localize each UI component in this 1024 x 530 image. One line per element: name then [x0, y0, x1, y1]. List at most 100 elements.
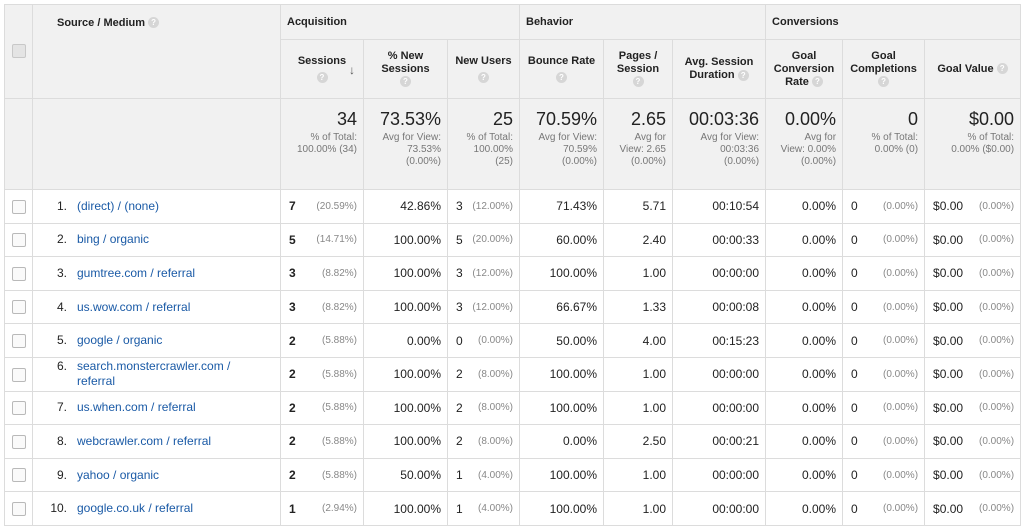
row-checkbox[interactable]: [11, 468, 26, 483]
select-all-checkbox[interactable]: [11, 44, 26, 59]
goal-conversion-rate-header[interactable]: Goal Conversion Rate ?: [765, 39, 844, 99]
help-icon[interactable]: ?: [478, 72, 489, 83]
source-cell: 6. search.monstercrawler.com / referral: [32, 356, 281, 392]
row-checkbox[interactable]: [11, 502, 26, 517]
goal-value-pct: (0.00%): [979, 234, 1015, 246]
goal-value-pct: (0.00%): [979, 368, 1015, 380]
row-checkbox[interactable]: [11, 401, 26, 416]
source-medium-label: Source / Medium: [57, 16, 146, 29]
goal-value-header[interactable]: Goal Value ?: [924, 39, 1022, 99]
avg-session-duration-cell: 00:00:00: [671, 356, 767, 392]
source-cell: 10. google.co.uk / referral: [32, 491, 281, 526]
goal-value-cell: $0.00 (0.00%): [924, 356, 1022, 392]
goal-completions-cell: 0 (0.00%): [842, 390, 926, 426]
pages-session-header[interactable]: Pages / Session ?: [603, 39, 673, 99]
new-users-value: 1: [456, 501, 463, 516]
goal-completions-pct: (0.00%): [883, 402, 919, 414]
pages-session-cell: 4.00: [603, 323, 673, 358]
header-label: Pages /: [618, 49, 658, 62]
goal-conversion-rate-cell: 0.00%: [765, 222, 844, 258]
goal-conversion-rate-cell: 0.00%: [765, 457, 844, 493]
new-users-pct: (4.00%): [477, 469, 513, 481]
row-checkbox[interactable]: [11, 199, 26, 214]
row-index: 1.: [56, 198, 67, 213]
help-icon[interactable]: ?: [737, 69, 749, 81]
sessions-value: 1: [289, 501, 296, 516]
source-medium-link[interactable]: yahoo / organic: [77, 467, 160, 482]
table-row: 1. (direct) / (none) 7 (20.59%) 42.86% 3 (…: [4, 189, 1022, 224]
avg-session-duration-cell: 00:00:00: [671, 457, 767, 493]
goal-completions-pct: (0.00%): [883, 503, 919, 515]
source-medium-link[interactable]: (direct) / (none): [77, 198, 160, 213]
help-icon[interactable]: ?: [148, 17, 160, 29]
row-index: 8.: [56, 433, 67, 448]
goal-conversion-rate-cell: 0.00%: [765, 356, 844, 392]
bounce-rate-cell: 71.43%: [519, 189, 604, 224]
new-users-pct: (4.00%): [477, 503, 513, 515]
pct-new-sessions-cell: 42.86%: [363, 189, 448, 224]
goal-value-cell: $0.00 (0.00%): [924, 289, 1022, 325]
table-row: 6. search.monstercrawler.com / referral 2…: [4, 356, 1022, 392]
sessions-pct: (5.88%): [321, 402, 357, 414]
help-icon[interactable]: ?: [996, 63, 1008, 75]
sessions-header[interactable]: Sessions ? ↓: [280, 39, 364, 99]
sort-descending-icon[interactable]: ↓: [349, 63, 355, 77]
avg-session-duration-cell: 00:00:00: [671, 390, 767, 426]
sessions-cell: 2 (5.88%): [280, 356, 364, 392]
row-checkbox[interactable]: [11, 233, 26, 248]
sessions-pct: (5.88%): [321, 435, 357, 447]
avg-session-duration-header[interactable]: Avg. Session Duration ?: [671, 39, 767, 99]
goal-value-cell: $0.00 (0.00%): [924, 390, 1022, 426]
help-icon[interactable]: ?: [316, 72, 328, 83]
help-icon[interactable]: ?: [811, 76, 823, 88]
goal-completions-cell: 0 (0.00%): [842, 256, 926, 291]
new-users-pct: (8.00%): [477, 368, 513, 380]
row-checkbox-cell: [4, 356, 33, 392]
row-checkbox[interactable]: [11, 300, 26, 315]
source-medium-link[interactable]: gumtree.com / referral: [77, 265, 196, 280]
source-medium-link[interactable]: google / organic: [77, 333, 163, 348]
source-medium-link[interactable]: webcrawler.com / referral: [77, 433, 212, 448]
source-medium-link[interactable]: us.when.com / referral: [77, 400, 196, 415]
help-icon[interactable]: ?: [878, 76, 890, 88]
sessions-cell: 7 (20.59%): [280, 189, 364, 224]
total-goal-value: $0.00 % of Total: 0.00% ($0.00): [924, 98, 1022, 190]
row-checkbox-cell: [4, 457, 33, 493]
pages-session-cell: 1.00: [603, 457, 673, 493]
total-pct-new-sessions: 73.53% Avg for View: 73.53% (0.00%): [363, 98, 448, 190]
row-index: 3.: [56, 265, 67, 280]
source-medium-link[interactable]: us.wow.com / referral: [77, 299, 191, 314]
sessions-header-label: Sessions: [297, 55, 347, 67]
row-checkbox[interactable]: [11, 266, 26, 281]
total-sub: Avg for View: 0.00% (0.00%): [780, 132, 837, 167]
new-users-header[interactable]: New Users ?: [447, 39, 520, 99]
row-checkbox-cell: [4, 289, 33, 325]
avg-session-duration-cell: 00:00:33: [671, 222, 767, 258]
sessions-cell: 3 (8.82%): [280, 256, 364, 291]
goal-completions-header[interactable]: Goal Completions ?: [842, 39, 926, 99]
row-checkbox[interactable]: [11, 367, 26, 382]
bounce-rate-cell: 50.00%: [519, 323, 604, 358]
source-medium-link[interactable]: search.monstercrawler.com / referral: [77, 359, 231, 389]
goal-completions-cell: 0 (0.00%): [842, 323, 926, 358]
goal-completions-cell: 0 (0.00%): [842, 424, 926, 459]
source-medium-link[interactable]: bing / organic: [77, 232, 150, 247]
header-label: Session: [616, 62, 660, 75]
bounce-rate-header[interactable]: Bounce Rate ?: [519, 39, 604, 99]
help-icon[interactable]: ?: [400, 76, 411, 88]
total-value: 34: [336, 109, 357, 129]
help-icon[interactable]: ?: [556, 72, 567, 83]
source-medium-link[interactable]: google.co.uk / referral: [77, 501, 194, 516]
sessions-cell: 1 (2.94%): [280, 491, 364, 526]
pages-session-cell: 2.40: [603, 222, 673, 258]
row-checkbox[interactable]: [11, 334, 26, 349]
pct-new-sessions-header[interactable]: % New Sessions ?: [363, 39, 448, 99]
new-users-cell: 5 (20.00%): [447, 222, 520, 258]
row-checkbox[interactable]: [11, 434, 26, 449]
goal-completions-pct: (0.00%): [883, 301, 919, 313]
help-icon[interactable]: ?: [632, 76, 644, 88]
pct-new-sessions-cell: 100.00%: [363, 491, 448, 526]
total-sub: % of Total: 0.00% (0): [871, 132, 919, 155]
goal-value-cell: $0.00 (0.00%): [924, 222, 1022, 258]
source-medium-header[interactable]: Source / Medium ?: [32, 4, 281, 99]
